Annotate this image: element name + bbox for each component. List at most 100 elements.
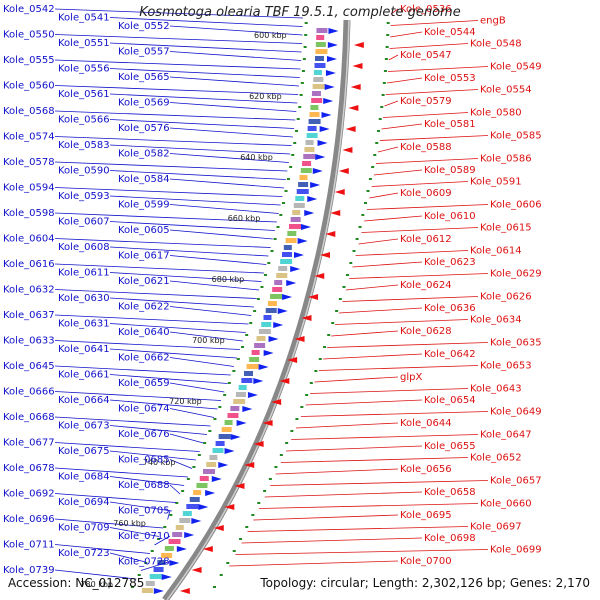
left-gene-label[interactable]: Kole_0604 — [3, 234, 55, 245]
left-gene-label[interactable]: Kole_0711 — [3, 540, 55, 551]
left-gene-label[interactable]: Kole_0685 — [118, 455, 170, 466]
left-gene-label[interactable]: Kole_0684 — [58, 472, 110, 483]
right-gene-label[interactable]: Kole_0635 — [490, 338, 542, 349]
right-gene-label[interactable]: Kole_0548 — [470, 39, 522, 50]
right-gene-label[interactable]: Kole_0656 — [400, 464, 452, 475]
right-gene-label[interactable]: Kole_0536 — [400, 4, 452, 15]
left-gene-label[interactable]: Kole_0675 — [58, 446, 110, 457]
left-gene-label[interactable]: Kole_0692 — [3, 489, 55, 500]
right-gene-label[interactable]: glpX — [400, 372, 422, 383]
right-gene-label[interactable]: Kole_0643 — [470, 384, 522, 395]
left-gene-label[interactable]: Kole_0550 — [3, 30, 55, 41]
left-gene-label[interactable]: Kole_0640 — [118, 327, 170, 338]
right-gene-label[interactable]: Kole_0698 — [424, 533, 476, 544]
right-gene-label[interactable]: Kole_0589 — [424, 165, 476, 176]
left-gene-label[interactable]: Kole_0739 — [3, 565, 55, 576]
right-gene-label[interactable]: Kole_0647 — [480, 430, 532, 441]
left-gene-label[interactable]: Kole_0555 — [3, 55, 55, 66]
left-gene-label[interactable]: Kole_0576 — [118, 123, 170, 134]
right-gene-label[interactable]: Kole_0657 — [490, 476, 542, 487]
right-gene-label[interactable]: Kole_0700 — [400, 556, 452, 567]
right-gene-label[interactable]: Kole_0549 — [490, 62, 542, 73]
left-gene-label[interactable]: Kole_0728 — [118, 557, 170, 568]
left-gene-label[interactable]: Kole_0641 — [58, 344, 110, 355]
right-gene-label[interactable]: Kole_0658 — [424, 487, 476, 498]
left-gene-label[interactable]: Kole_0674 — [118, 404, 170, 415]
right-gene-label[interactable]: Kole_0628 — [400, 326, 452, 337]
left-gene-label[interactable]: Kole_0566 — [58, 115, 110, 126]
right-gene-label[interactable]: Kole_0615 — [480, 223, 532, 234]
left-gene-label[interactable]: Kole_0593 — [58, 191, 110, 202]
right-gene-label[interactable]: Kole_0655 — [424, 441, 476, 452]
right-gene-label[interactable]: Kole_0634 — [470, 315, 522, 326]
left-gene-label[interactable]: Kole_0673 — [58, 421, 110, 432]
right-gene-label[interactable]: Kole_0644 — [400, 418, 452, 429]
right-gene-label[interactable]: Kole_0626 — [480, 292, 532, 303]
right-gene-label[interactable]: Kole_0579 — [400, 96, 452, 107]
right-gene-label[interactable]: Kole_0642 — [424, 349, 476, 360]
left-gene-label[interactable]: Kole_0676 — [118, 429, 170, 440]
left-gene-label[interactable]: Kole_0561 — [58, 89, 110, 100]
left-gene-label[interactable]: Kole_0583 — [58, 140, 110, 151]
left-gene-label[interactable]: Kole_0584 — [118, 174, 170, 185]
right-gene-label[interactable]: Kole_0554 — [480, 85, 532, 96]
right-gene-label[interactable]: Kole_0695 — [400, 510, 452, 521]
right-gene-label[interactable]: Kole_0612 — [400, 234, 452, 245]
left-gene-label[interactable]: Kole_0552 — [118, 21, 170, 32]
left-gene-label[interactable]: Kole_0645 — [3, 361, 55, 372]
left-gene-label[interactable]: Kole_0709 — [58, 523, 110, 534]
right-gene-label[interactable]: Kole_0699 — [490, 545, 542, 556]
left-gene-label[interactable]: Kole_0598 — [3, 208, 55, 219]
right-gene-label[interactable]: Kole_0609 — [400, 188, 452, 199]
right-gene-label[interactable]: Kole_0610 — [424, 211, 476, 222]
left-gene-label[interactable]: Kole_0630 — [58, 293, 110, 304]
right-gene-label[interactable]: Kole_0654 — [424, 395, 476, 406]
right-gene-label[interactable]: Kole_0580 — [470, 108, 522, 119]
right-gene-label[interactable]: Kole_0623 — [424, 257, 476, 268]
left-gene-label[interactable]: Kole_0632 — [3, 285, 55, 296]
left-gene-label[interactable]: Kole_0607 — [58, 217, 110, 228]
left-gene-label[interactable]: Kole_0616 — [3, 259, 55, 270]
right-gene-label[interactable]: Kole_0653 — [480, 361, 532, 372]
left-gene-label[interactable]: Kole_0594 — [3, 183, 55, 194]
left-gene-label[interactable]: Kole_0568 — [3, 106, 55, 117]
left-gene-label[interactable]: Kole_0678 — [3, 463, 55, 474]
right-gene-label[interactable]: Kole_0588 — [400, 142, 452, 153]
right-gene-label[interactable]: Kole_0553 — [424, 73, 476, 84]
right-gene-label[interactable]: Kole_0660 — [480, 499, 532, 510]
right-gene-label[interactable]: Kole_0629 — [490, 269, 542, 280]
left-gene-label[interactable]: Kole_0659 — [118, 378, 170, 389]
left-gene-label[interactable]: Kole_0569 — [118, 98, 170, 109]
left-gene-label[interactable]: Kole_0617 — [118, 251, 170, 262]
left-gene-label[interactable]: Kole_0677 — [3, 438, 55, 449]
left-gene-label[interactable]: Kole_0664 — [58, 395, 110, 406]
right-gene-label[interactable]: Kole_0586 — [480, 154, 532, 165]
left-gene-label[interactable]: Kole_0605 — [118, 225, 170, 236]
right-gene-label[interactable]: engB — [480, 16, 506, 27]
left-gene-label[interactable]: Kole_0599 — [118, 200, 170, 211]
left-gene-label[interactable]: Kole_0723 — [58, 548, 110, 559]
left-gene-label[interactable]: Kole_0611 — [58, 268, 110, 279]
left-gene-label[interactable]: Kole_0556 — [58, 64, 110, 75]
left-gene-label[interactable]: Kole_0688 — [118, 480, 170, 491]
right-gene-label[interactable]: Kole_0652 — [470, 453, 522, 464]
right-gene-label[interactable]: Kole_0585 — [490, 131, 542, 142]
left-gene-label[interactable]: Kole_0694 — [58, 497, 110, 508]
left-gene-label[interactable]: Kole_0705 — [118, 506, 170, 517]
left-gene-label[interactable]: Kole_0662 — [118, 353, 170, 364]
left-gene-label[interactable]: Kole_0666 — [3, 387, 55, 398]
left-gene-label[interactable]: Kole_0565 — [118, 72, 170, 83]
left-gene-label[interactable]: Kole_0542 — [3, 4, 55, 15]
left-gene-label[interactable]: Kole_0590 — [58, 166, 110, 177]
right-gene-label[interactable]: Kole_0614 — [470, 246, 522, 257]
left-gene-label[interactable]: Kole_0608 — [58, 242, 110, 253]
left-gene-label[interactable]: Kole_0574 — [3, 132, 55, 143]
right-gene-label[interactable]: Kole_0544 — [424, 27, 476, 38]
left-gene-label[interactable]: Kole_0622 — [118, 302, 170, 313]
left-gene-label[interactable]: Kole_0637 — [3, 310, 55, 321]
left-gene-label[interactable]: Kole_0696 — [3, 514, 55, 525]
right-gene-label[interactable]: Kole_0547 — [400, 50, 452, 61]
left-gene-label[interactable]: Kole_0551 — [58, 38, 110, 49]
left-gene-label[interactable]: Kole_0557 — [118, 47, 170, 58]
right-gene-label[interactable]: Kole_0624 — [400, 280, 452, 291]
